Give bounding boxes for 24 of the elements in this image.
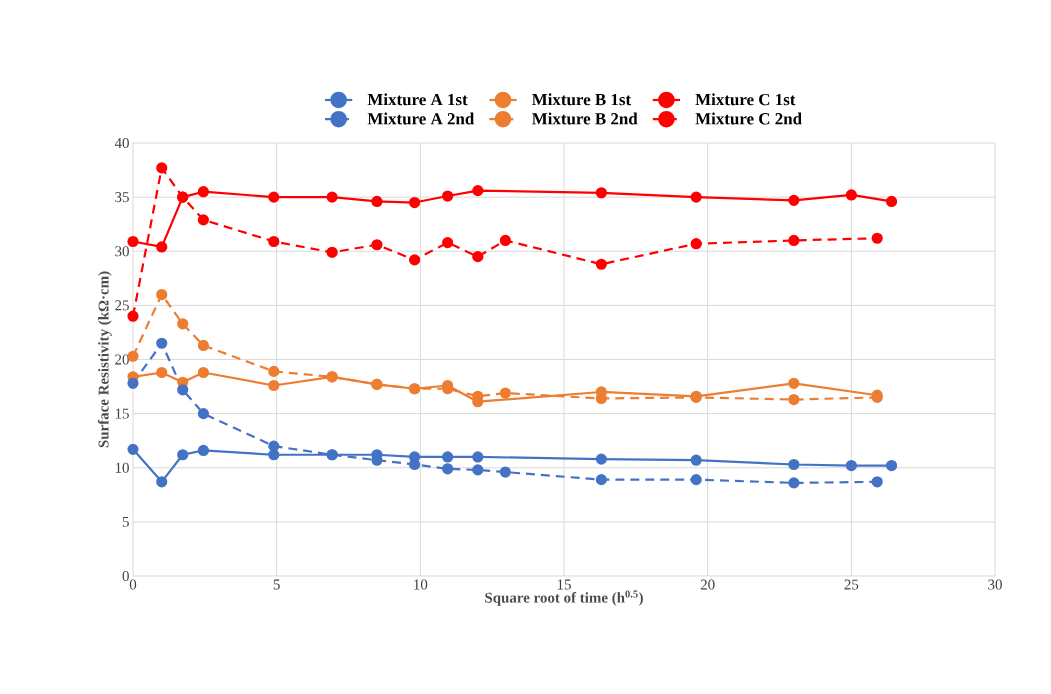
x-tick-label: 15 — [557, 579, 571, 590]
y-tick-label: 30 — [115, 246, 129, 257]
x-tick-label: 30 — [988, 579, 1002, 590]
y-tick-label: 35 — [115, 192, 129, 203]
y-tick-label: 40 — [114, 137, 129, 149]
y-tick-label: 15 — [115, 408, 129, 419]
x-tick-label: 10 — [414, 579, 428, 590]
y-axis-title: Surface Resistivity (kΩ·cm) — [97, 271, 112, 448]
x-tick-label: 0 — [129, 579, 137, 590]
legend-label: Mixture C 2nd — [695, 112, 802, 125]
legend-label: Mixture B 1st — [531, 93, 632, 106]
x-tick-label: 20 — [700, 579, 715, 590]
x-tick-label: 5 — [273, 579, 280, 590]
legend-label: Mixture B 2nd — [531, 112, 638, 125]
y-tick-label: 20 — [115, 354, 129, 365]
x-tick-label: 25 — [844, 579, 859, 590]
legend-label: Mixture A 2nd — [367, 112, 475, 125]
y-tick-label: 25 — [115, 300, 129, 311]
y-tick-label: 0 — [122, 570, 129, 582]
x-axis-title: Square root of time (h$^{0.5}$) — [485, 590, 643, 606]
y-tick-label: 5 — [122, 516, 129, 527]
legend-label: Mixture A 1st — [367, 93, 468, 106]
y-tick-label: 10 — [115, 462, 129, 473]
legend-label: Mixture C 1st — [695, 93, 796, 106]
